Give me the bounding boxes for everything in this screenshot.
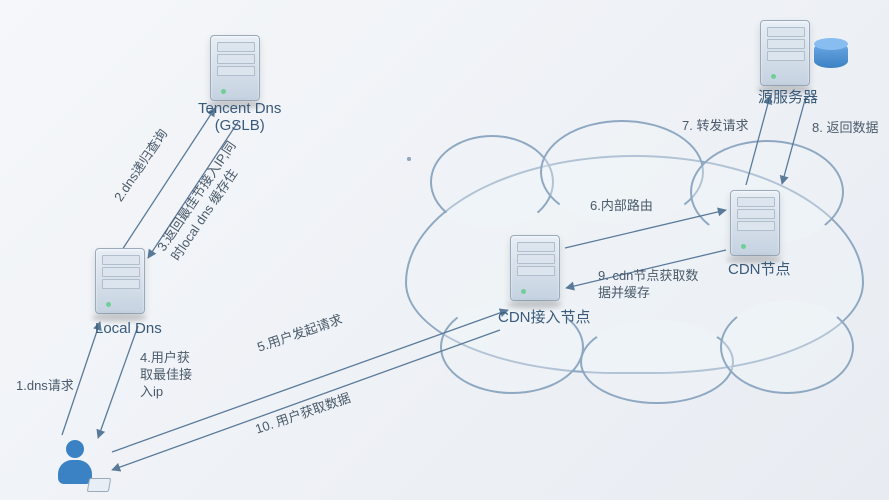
edge-label-e7: 7. 转发请求	[682, 118, 748, 135]
edge-label-e6: 6.内部路由	[590, 198, 653, 215]
cdn-access-label: CDN接入节点	[498, 306, 591, 327]
cloud-bump-1	[430, 135, 554, 229]
cdn-access-server-icon	[510, 235, 562, 305]
edge-label-e2: 2.dns递归查询	[111, 126, 172, 205]
edge-label-e4: 4.用户获 取最佳接 入ip	[140, 350, 192, 401]
diagram-stage: Tencent Dns (GSLB) Local Dns 源服务器 CDN节点 …	[0, 0, 889, 500]
edge-label-e1: 1.dns请求	[16, 378, 74, 395]
edge-label-e5: 5.用户发起请求	[255, 312, 345, 357]
tencent-dns-label: Tencent Dns (GSLB)	[198, 100, 281, 134]
edge-label-e10: 10. 用户获取数据	[253, 390, 353, 438]
edge-label-e8: 8. 返回数据	[812, 120, 878, 137]
origin-label: 源服务器	[758, 86, 818, 107]
local-dns-label: Local Dns	[95, 320, 162, 337]
tencent-dns-server-icon	[210, 35, 262, 105]
cdn-node-label: CDN节点	[728, 258, 791, 279]
origin-server-icon	[760, 20, 812, 90]
cdn-node-server-icon	[730, 190, 782, 260]
cloud-bump-5	[580, 320, 734, 404]
cloud-bump-6	[720, 300, 854, 394]
local-dns-server-icon	[95, 248, 147, 318]
edge-label-e3: 3.返回最佳节接入IP,同 时local dns 缓存住	[154, 138, 254, 264]
origin-db-icon	[814, 38, 848, 72]
edge-label-e9: 9. cdn节点获取数 据并缓存	[598, 268, 698, 302]
edge-e4	[98, 326, 138, 438]
user-icon	[50, 440, 100, 490]
